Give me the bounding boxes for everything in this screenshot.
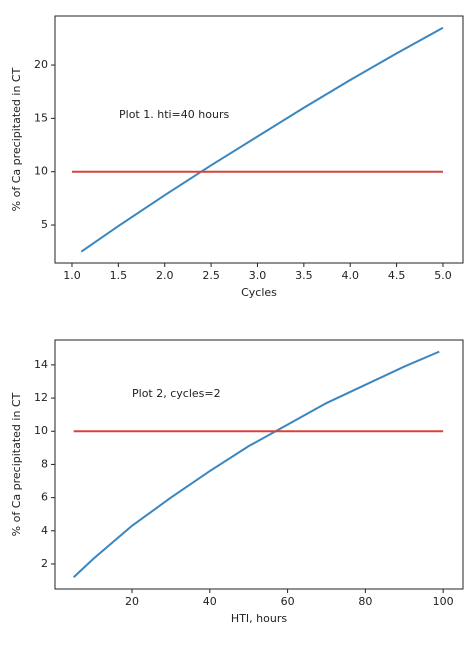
y-axis-label: % of Ca precipitated in CT	[10, 392, 23, 536]
x-tick-label: 3.0	[249, 269, 267, 282]
x-tick-label: 2.5	[202, 269, 220, 282]
y-tick-label: 12	[34, 391, 48, 404]
y-tick-label: 14	[34, 358, 48, 371]
x-tick-label: 60	[281, 595, 295, 608]
plot-frame	[54, 339, 464, 590]
x-tick-label: 40	[203, 595, 217, 608]
y-tick-label: 4	[41, 524, 48, 537]
y-tick-label: 10	[34, 165, 48, 178]
y-axis-label: % of Ca precipitated in CT	[10, 67, 23, 211]
x-tick-label: 1.0	[63, 269, 81, 282]
annotation: Plot 1. hti=40 hours	[119, 108, 229, 121]
x-tick-label: 80	[358, 595, 372, 608]
x-axis-label: Cycles	[241, 286, 277, 299]
y-tick-label: 2	[41, 557, 48, 570]
x-tick-label: 4.5	[388, 269, 406, 282]
x-tick-label: 5.0	[434, 269, 452, 282]
x-tick-label: 1.5	[110, 269, 128, 282]
y-tick-label: 8	[41, 457, 48, 470]
x-tick-label: 3.5	[295, 269, 313, 282]
plot-frame	[54, 15, 464, 264]
annotation: Plot 2, cycles=2	[132, 387, 221, 400]
x-tick-label: 20	[125, 595, 139, 608]
data-line	[72, 350, 440, 578]
y-tick-label: 10	[34, 424, 48, 437]
x-axis-label: HTI, hours	[231, 612, 287, 625]
y-tick-label: 6	[41, 491, 48, 504]
data-line	[80, 26, 444, 253]
x-tick-label: 100	[433, 595, 454, 608]
x-tick-label: 4.0	[341, 269, 359, 282]
y-tick-label: 15	[34, 111, 48, 124]
x-tick-label: 2.0	[156, 269, 174, 282]
y-tick-label: 5	[41, 218, 48, 231]
y-tick-label: 20	[34, 58, 48, 71]
